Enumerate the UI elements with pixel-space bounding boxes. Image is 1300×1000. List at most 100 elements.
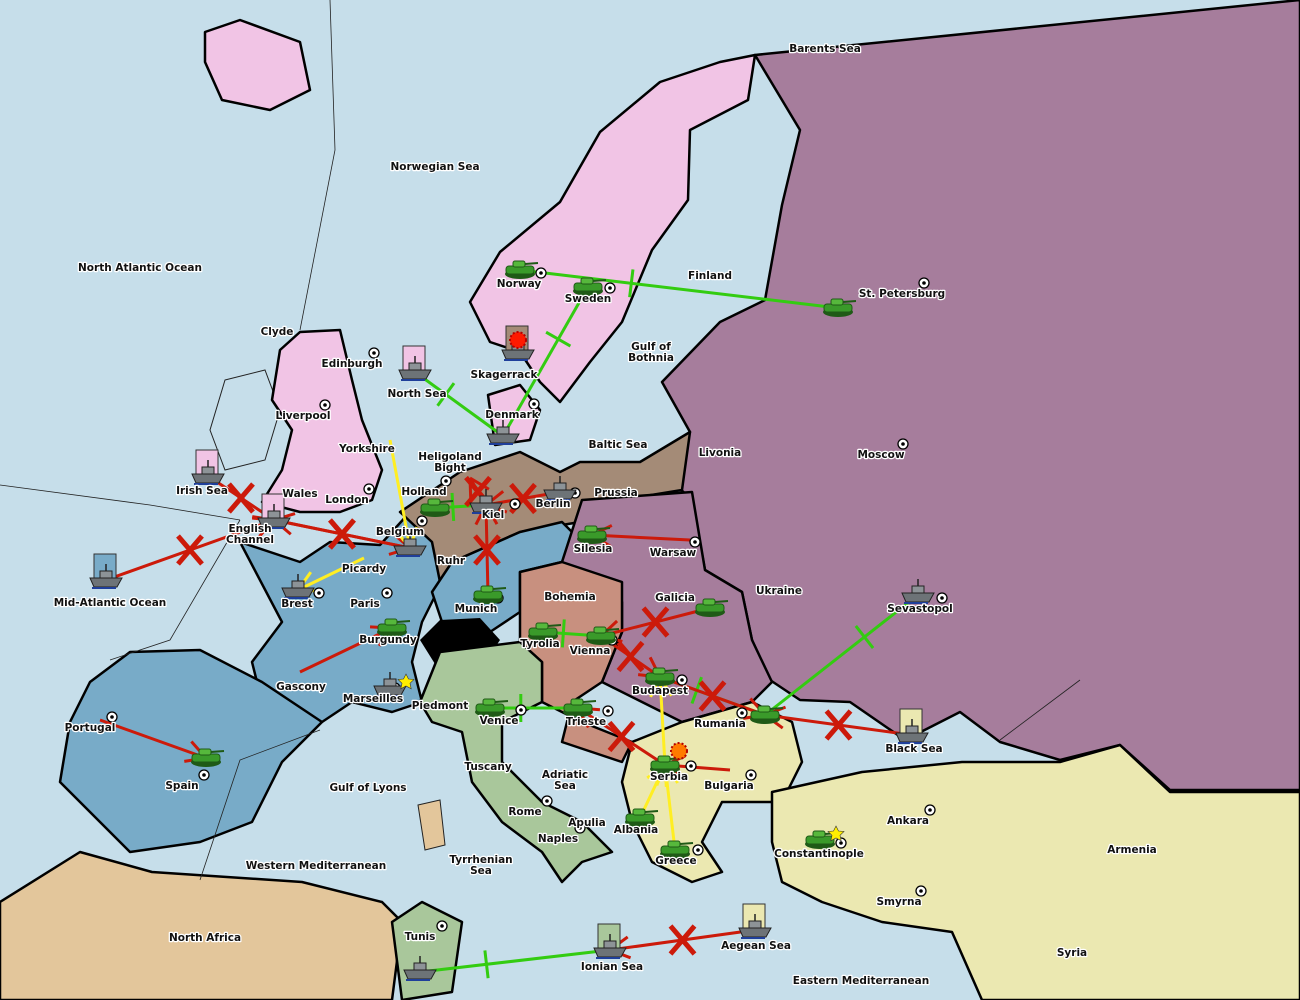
fleet-ship-icon[interactable] xyxy=(373,672,415,697)
iberia-territory[interactable] xyxy=(58,648,324,854)
army-tank-icon[interactable] xyxy=(191,748,225,767)
supply-center-icon xyxy=(924,804,936,816)
army-tank-icon[interactable] xyxy=(473,585,507,604)
star-icon xyxy=(397,673,415,690)
army-tank-icon[interactable] xyxy=(377,618,411,637)
fleet-ship-icon[interactable] xyxy=(398,345,432,381)
territory-label: Spain xyxy=(165,780,198,792)
tunis-territory[interactable] xyxy=(390,900,464,1000)
supply-center-icon xyxy=(535,267,547,279)
army-tank-icon[interactable] xyxy=(650,742,688,774)
star-icon xyxy=(827,825,845,842)
fleet-ship-icon[interactable] xyxy=(895,708,929,744)
units-layer xyxy=(89,260,935,981)
territory-label: Black Sea xyxy=(885,743,942,755)
balkans-territory[interactable] xyxy=(620,700,804,884)
support-tick xyxy=(854,625,875,649)
failed-order-x-icon xyxy=(328,518,356,550)
order-support xyxy=(501,286,590,437)
turkey-territory[interactable] xyxy=(770,743,1300,1000)
arrowhead xyxy=(469,476,490,491)
army-tank-icon[interactable] xyxy=(625,808,659,827)
supply-center-icon xyxy=(368,347,380,359)
territory-label: Trieste xyxy=(566,716,606,728)
fleet-ship-icon[interactable] xyxy=(393,532,427,557)
territory-label: Denmark xyxy=(485,409,540,421)
support-tick xyxy=(483,950,490,979)
army-tank-icon[interactable] xyxy=(563,698,597,717)
fleet-ship-icon[interactable] xyxy=(901,579,935,604)
territory-label: St. Petersburg xyxy=(859,288,945,300)
failed-order-x-icon xyxy=(668,924,697,956)
territory-label: Tunis xyxy=(405,931,436,943)
britain-territory[interactable] xyxy=(260,328,384,514)
fleet-ship-icon[interactable] xyxy=(486,420,520,445)
fleet-ship-icon[interactable] xyxy=(281,574,315,599)
army-tank-icon[interactable] xyxy=(505,260,539,279)
army-tank-icon[interactable] xyxy=(475,698,509,717)
territory-label: Bulgaria xyxy=(704,780,754,792)
supply-center-icon xyxy=(440,475,452,487)
fleet-ship-icon[interactable] xyxy=(469,489,503,514)
support-tick xyxy=(436,382,456,407)
territory-label: Liverpool xyxy=(276,410,331,422)
supply-center-icon xyxy=(835,837,847,849)
fleet-ship-icon[interactable] xyxy=(257,493,291,529)
territory-label: Gulf of Bothnia xyxy=(628,341,674,364)
support-tick xyxy=(628,269,635,298)
explosion-icon xyxy=(509,331,527,349)
fleet-ship-icon[interactable] xyxy=(593,923,627,959)
territory-label: Heligoland Bight xyxy=(418,451,482,474)
territory-label: Gascony xyxy=(276,681,326,693)
territory-label: Syria xyxy=(1057,947,1087,959)
supply-center-icon xyxy=(509,498,521,510)
army-tank-icon[interactable] xyxy=(577,525,611,544)
army-tank-icon[interactable] xyxy=(645,667,679,686)
army-tank-icon[interactable] xyxy=(695,598,729,617)
territory-label: Norway xyxy=(497,278,542,290)
supply-center-icon xyxy=(436,920,448,932)
supply-center-icon xyxy=(936,592,948,604)
territory-label: Wales xyxy=(282,488,317,500)
army-tank-icon[interactable] xyxy=(805,825,845,849)
ireland xyxy=(209,369,281,471)
territory-label: Aegean Sea xyxy=(721,940,791,952)
territory-label: Bohemia xyxy=(544,591,595,603)
north-africa-territory[interactable] xyxy=(0,850,404,1000)
army-tank-icon[interactable] xyxy=(823,298,857,317)
army-tank-icon[interactable] xyxy=(750,705,784,724)
supply-center-icon xyxy=(106,711,118,723)
territory-label: London xyxy=(325,494,369,506)
supply-center-icon xyxy=(541,795,553,807)
supply-center-icon xyxy=(602,705,614,717)
territory-label: Eastern Mediterranean xyxy=(793,975,929,987)
territory-label: Silesia xyxy=(574,543,613,555)
supply-center-icon xyxy=(416,515,428,527)
army-tank-icon[interactable] xyxy=(528,622,562,641)
supply-center-icon xyxy=(198,769,210,781)
territory-label: Budapest xyxy=(632,685,688,697)
iceland xyxy=(203,18,312,112)
army-tank-icon[interactable] xyxy=(420,498,454,517)
fleet-ship-icon[interactable] xyxy=(543,476,577,501)
territory-label: North Atlantic Ocean xyxy=(78,262,202,274)
army-tank-icon[interactable] xyxy=(586,626,620,645)
supply-center-icon xyxy=(319,399,331,411)
fleet-ship-icon[interactable] xyxy=(89,553,123,589)
italy-territory[interactable] xyxy=(418,640,614,884)
supply-center-icon xyxy=(745,769,757,781)
territory-label: Serbia xyxy=(650,771,688,783)
fleet-ship-icon[interactable] xyxy=(738,903,772,939)
sea-borders xyxy=(0,0,1081,881)
territory-label: Belgium xyxy=(376,526,424,538)
order-support xyxy=(419,948,611,979)
army-tank-icon[interactable] xyxy=(660,840,694,859)
territory-label: Moscow xyxy=(857,449,904,461)
fleet-ship-icon[interactable] xyxy=(191,449,225,485)
army-tank-icon[interactable] xyxy=(573,277,607,296)
territory-label: Munich xyxy=(455,603,498,615)
fleet-ship-icon[interactable] xyxy=(403,956,437,981)
fleet-ship-icon[interactable] xyxy=(501,325,535,361)
supply-center-icon xyxy=(676,674,688,686)
